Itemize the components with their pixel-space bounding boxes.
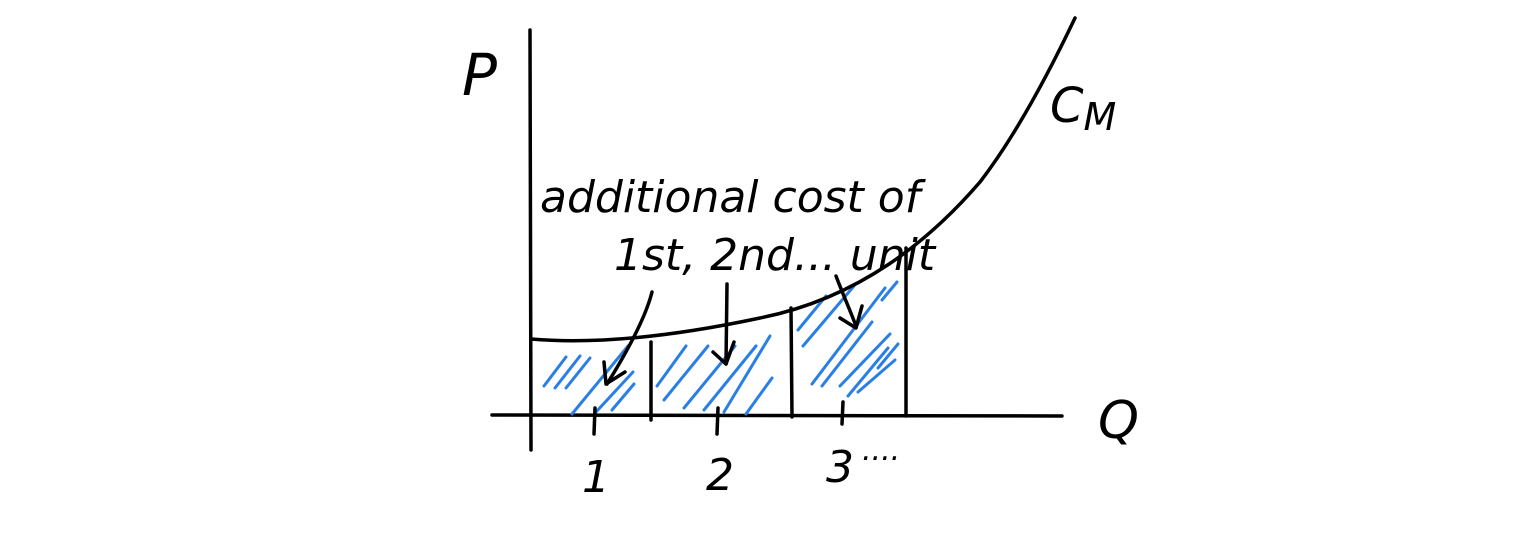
x-axis-ticks [592,400,845,436]
ink-stroke [711,340,736,366]
x-axis-label: Q [1098,391,1139,451]
hatch-stroke [880,280,899,302]
hatch-stroke [553,354,582,390]
hatch-stroke [722,334,772,414]
marginal-cost-curve [529,16,1077,343]
tick-label-3: 3 [826,442,854,493]
curve-label-main: C [1050,78,1084,134]
hatch-unit-2 [655,334,774,416]
hatch-stroke [662,344,710,402]
hatch-stroke [876,342,900,370]
hatch-stroke [702,344,758,412]
arrow-to-unit-3 [834,274,864,330]
arrow-to-unit-2 [711,282,736,366]
hatch-stroke [542,355,568,388]
annotation-line-1: additional cost of [540,172,927,223]
hatch-stroke [564,356,592,390]
hatch-unit-1 [542,344,636,416]
hatch-stroke [856,358,897,394]
annotation-arrows [602,274,864,386]
hatch-unit-3 [796,280,900,398]
ink-stroke [838,304,864,330]
divider-2 [789,306,794,419]
hatch-stroke [655,344,688,388]
x-axis [490,413,1064,418]
tick-label-continuation: .... [862,433,900,468]
annotation-line-2: 1st, 2nd... unit [614,230,937,281]
tick-mark-1 [592,406,597,436]
tick-label-2: 2 [706,450,734,501]
hatch-stroke [820,320,874,388]
ink-stroke [834,274,858,328]
hatch-stroke [744,376,774,416]
hatch-stroke [610,382,636,412]
tick-mark-2 [715,406,720,436]
curve-label-subscript: M [1084,95,1117,139]
hatch-stroke [810,286,887,386]
y-axis [528,28,533,452]
hatch-stroke [570,344,630,416]
ink-stroke [724,282,729,366]
hatch-stroke [838,332,892,388]
ink-stroke [602,360,627,386]
arrow-to-unit-1 [602,290,654,386]
y-axis-label: P [462,41,497,109]
curve-label: CM [1050,78,1116,139]
hatch-stroke [594,370,635,414]
unit-bar-dividers [649,246,908,422]
hatch-stroke [846,346,890,398]
tick-label-1: 1 [582,452,610,503]
ink-stroke [605,290,654,386]
tick-mark-3 [840,400,845,426]
